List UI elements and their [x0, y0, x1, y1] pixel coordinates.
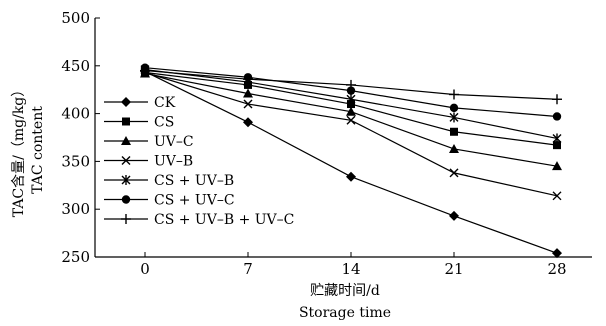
y-tick-label: 300 — [61, 200, 90, 218]
data-point-cs-uv-b — [346, 94, 356, 105]
y-axis-title-zh: TAC含量/（mg/kg） — [11, 83, 27, 218]
data-point-uv-b — [552, 191, 562, 201]
data-point-uv-c — [552, 161, 562, 171]
y-tick-label: 250 — [61, 248, 90, 266]
legend-marker — [121, 136, 131, 145]
data-point-cs — [553, 141, 561, 150]
legend-label: UV–B — [154, 154, 193, 170]
legend-label: UV–C — [154, 134, 194, 150]
data-point-cs-uv-b-uv-c — [552, 94, 562, 105]
data-point-ck — [346, 171, 356, 182]
y-tick-label: 450 — [61, 57, 90, 75]
data-point-uv-b — [449, 168, 459, 178]
data-point-ck — [552, 248, 562, 259]
x-tick-label: 21 — [444, 260, 463, 278]
data-point-uv-c — [346, 106, 356, 116]
data-point-cs-uv-b — [449, 112, 459, 123]
data-point-cs-uv-b-uv-c — [243, 74, 253, 85]
legend-marker — [121, 195, 131, 204]
data-point-uv-b — [243, 99, 253, 109]
x-tick-label: 7 — [243, 260, 253, 278]
x-axis-title-en: Storage time — [299, 305, 391, 321]
legend-item-uv-b: UV–B — [104, 154, 193, 170]
data-point-ck — [243, 117, 253, 128]
data-point-cs-uv-c — [552, 112, 562, 121]
y-axis-title-en: TAC content — [30, 106, 46, 194]
legend-label: CS — [154, 115, 174, 131]
data-point-cs-uv-c — [449, 103, 459, 113]
data-point-cs-uv-b-uv-c — [140, 65, 150, 76]
data-point-uv-c — [449, 143, 459, 153]
legend-marker — [121, 156, 131, 165]
legend-marker — [121, 97, 131, 107]
legend-item-cs-uv-b-uv-c: CS + UV–B + UV–C — [104, 212, 294, 228]
legend-item-ck: CK — [104, 95, 176, 111]
x-tick-label: 0 — [140, 260, 150, 278]
y-tick-label: 400 — [61, 105, 90, 123]
legend-marker — [121, 175, 131, 185]
legend-item-cs-uv-b: CS + UV–B — [104, 173, 234, 189]
x-axis-title-zh: 贮藏时间/d — [310, 283, 380, 299]
data-point-uv-b — [346, 115, 356, 125]
data-point-uv-c — [243, 88, 253, 98]
legend-item-cs: CS — [104, 115, 174, 131]
legend-marker — [122, 117, 130, 126]
data-point-cs-uv-c — [346, 86, 356, 95]
data-point-cs-uv-b-uv-c — [346, 79, 356, 90]
y-tick-label: 500 — [61, 9, 90, 27]
legend-marker — [121, 214, 131, 224]
y-tick-label: 350 — [61, 152, 90, 170]
x-tick-label: 14 — [341, 260, 360, 278]
data-point-cs-uv-b — [552, 133, 562, 144]
data-point-cs-uv-b-uv-c — [449, 89, 459, 100]
legend-label: CS + UV–B — [154, 173, 234, 189]
legend-item-cs-uv-c: CS + UV–C — [104, 193, 235, 209]
data-point-cs — [450, 127, 458, 136]
legend-item-uv-c: UV–C — [104, 134, 194, 150]
legend-label: CK — [154, 95, 176, 111]
legend-label: CS + UV–B + UV–C — [154, 212, 294, 228]
data-point-ck — [449, 210, 459, 221]
legend-label: CS + UV–C — [154, 193, 235, 209]
x-tick-label: 28 — [547, 260, 566, 278]
